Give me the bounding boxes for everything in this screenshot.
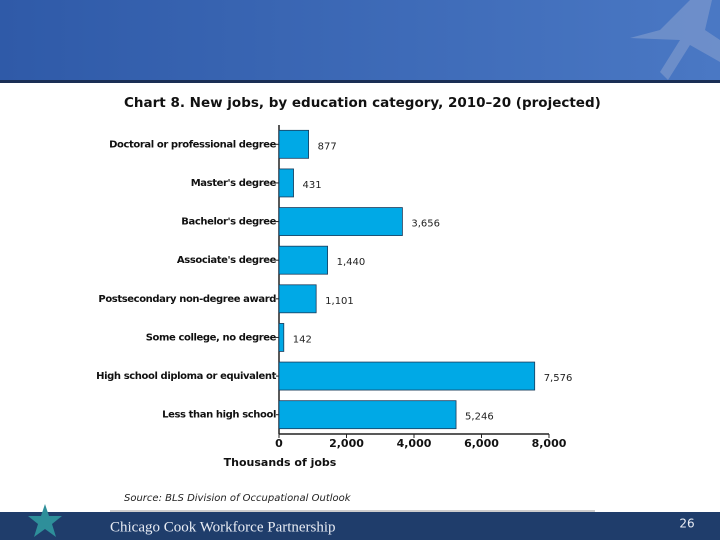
x-tick-label: 8,000 — [532, 437, 567, 450]
page-number: 26 — [679, 517, 694, 531]
x-tick-label: 4,000 — [397, 437, 432, 450]
y-tick-label: Postsecondary non-degree award — [98, 294, 276, 305]
chart-title: Chart 8. New jobs, by education category… — [124, 95, 601, 111]
bar — [278, 245, 328, 275]
y-tick-label: Associate's degree — [177, 255, 277, 266]
bar — [278, 168, 294, 198]
y-tick-label: High school diploma or equivalent — [96, 371, 276, 382]
y-tick-label: Bachelor's degree — [181, 217, 276, 228]
value-label: 7,576 — [544, 373, 573, 384]
source-note: Source: BLS Division of Occupational Out… — [124, 493, 352, 504]
content-rule — [110, 510, 595, 512]
value-label: 1,101 — [325, 296, 354, 307]
y-tick-label: Some college, no degree — [146, 332, 277, 343]
y-tick-label: Master's degree — [191, 178, 277, 189]
value-label: 877 — [318, 141, 337, 152]
footer-organization: Chicago Cook Workforce Partnership — [110, 519, 336, 535]
value-label: 142 — [293, 334, 312, 345]
bar — [278, 400, 457, 430]
footer-logo — [28, 504, 62, 537]
footer-band — [0, 512, 720, 540]
y-tick-label: Doctoral or professional degree — [109, 139, 277, 150]
x-tick-label: 2,000 — [329, 437, 364, 450]
value-label: 1,440 — [337, 257, 366, 268]
header-star — [630, 0, 720, 80]
header-rule — [0, 80, 720, 83]
bar — [278, 323, 285, 352]
value-label: 3,656 — [411, 219, 440, 230]
header-band — [0, 0, 720, 80]
bar — [278, 284, 317, 314]
value-label: 5,246 — [465, 412, 494, 423]
bar — [278, 361, 536, 391]
bar — [278, 129, 309, 159]
x-axis-label: Thousands of jobs — [224, 456, 337, 469]
bar — [278, 207, 403, 236]
y-tick-label: Less than high school — [162, 410, 276, 421]
value-label: 431 — [303, 180, 322, 191]
x-tick-label: 6,000 — [464, 437, 499, 450]
x-tick-label: 0 — [275, 437, 283, 450]
